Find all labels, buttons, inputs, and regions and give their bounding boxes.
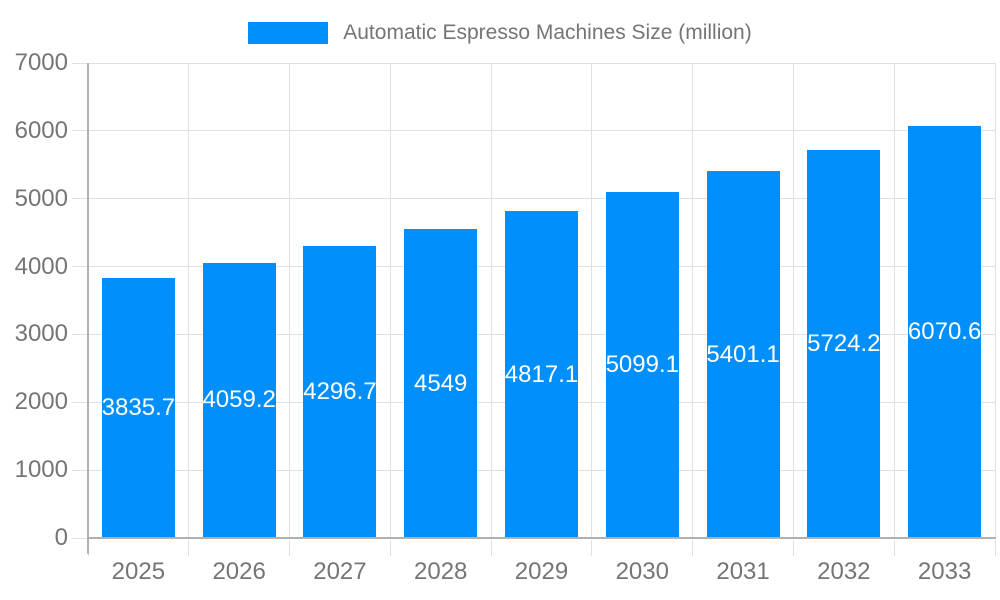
y-axis-label: 1000 [14, 456, 68, 484]
x-gridline [792, 63, 794, 538]
x-tick [389, 540, 391, 556]
x-axis-line [87, 537, 996, 539]
y-tick [72, 266, 88, 268]
bar-2026[interactable] [202, 262, 276, 538]
x-axis-label: 2026 [212, 558, 266, 585]
legend-label: Automatic Espresso Machines Size (millio… [343, 21, 752, 44]
y-tick [72, 198, 88, 200]
x-tick [994, 540, 996, 556]
x-gridline [389, 63, 391, 538]
x-tick [188, 540, 190, 556]
bar-2031[interactable] [706, 171, 780, 538]
bar-value-label: 4817.1 [504, 360, 579, 388]
bar-2030[interactable] [605, 191, 679, 538]
x-tick [289, 540, 291, 556]
y-axis-label: 5000 [14, 184, 68, 212]
y-tick [72, 537, 88, 539]
x-tick [490, 540, 492, 556]
y-tick [72, 62, 88, 64]
bar-2029[interactable] [505, 211, 578, 538]
legend-item[interactable]: Automatic Espresso Machines Size (millio… [248, 21, 752, 44]
x-axis-label: 2031 [716, 558, 770, 585]
bar-value-label: 5724.2 [807, 329, 881, 357]
bar-2028[interactable] [404, 229, 478, 538]
bar-2025[interactable] [101, 277, 175, 538]
x-axis-label: 2027 [313, 558, 367, 585]
x-tick [591, 540, 593, 556]
bar-value-label: 4296.7 [303, 378, 377, 406]
y-gridline [88, 62, 995, 64]
x-axis-label: 2032 [817, 558, 871, 585]
x-axis-label: 2028 [414, 558, 468, 585]
y-axis-line [87, 63, 89, 554]
bar-value-label: 5099.1 [605, 350, 679, 378]
y-axis-label: 2000 [14, 388, 68, 416]
x-axis-label: 2033 [917, 558, 972, 585]
bar-2032[interactable] [807, 149, 881, 538]
bar-value-label: 4059.2 [202, 386, 276, 414]
y-tick [72, 469, 88, 471]
bar-value-label: 3835.7 [101, 393, 176, 421]
bar-value-label: 4549 [414, 369, 468, 397]
x-axis-label: 2029 [514, 558, 569, 585]
x-tick [692, 540, 694, 556]
legend-swatch [248, 22, 329, 44]
x-axis-label: 2025 [111, 558, 166, 585]
x-axis-label: 2030 [615, 558, 669, 585]
x-gridline [893, 63, 895, 538]
y-axis-label: 0 [54, 524, 68, 551]
bar-value-label: 5401.1 [706, 340, 780, 368]
y-axis-label: 6000 [14, 116, 68, 144]
y-gridline [88, 198, 995, 200]
bar-value-label: 6070.6 [907, 318, 982, 346]
y-axis-label: 7000 [14, 49, 68, 76]
legend: Automatic Espresso Machines Size (millio… [0, 22, 1000, 44]
y-tick [72, 333, 88, 335]
y-axis-label: 4000 [14, 252, 68, 280]
x-tick [792, 540, 794, 556]
y-tick [72, 401, 88, 403]
y-tick [72, 130, 88, 132]
bar-2033[interactable] [908, 126, 982, 538]
x-tick [893, 540, 895, 556]
x-gridline [591, 63, 593, 538]
x-gridline [188, 63, 190, 538]
x-gridline [692, 63, 694, 538]
x-gridline [289, 63, 291, 538]
y-gridline [88, 130, 995, 132]
x-gridline [490, 63, 492, 538]
x-gridline [994, 63, 996, 538]
bar-2027[interactable] [303, 246, 377, 538]
y-axis-label: 3000 [14, 320, 68, 348]
